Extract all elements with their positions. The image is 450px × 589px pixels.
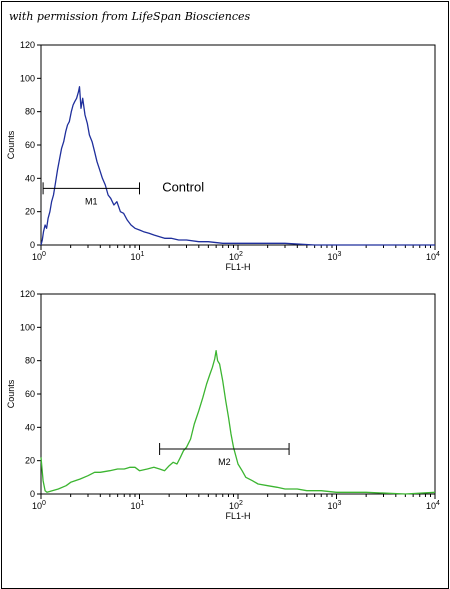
x-tick-label: 102 — [229, 251, 243, 262]
x-tick-label: 102 — [229, 500, 243, 511]
x-tick-exponent: 0 — [42, 500, 46, 507]
y-tick-label: 20 — [25, 456, 35, 466]
x-tick-exponent: 4 — [436, 500, 440, 507]
x-tick-label: 100 — [32, 500, 46, 511]
marker-gate: M2 — [159, 443, 290, 467]
x-tick-exponent: 3 — [338, 500, 342, 507]
x-tick-base: 10 — [229, 501, 239, 511]
x-tick-label: 101 — [131, 251, 145, 262]
x-axis-title: FL1-H — [225, 511, 250, 521]
plot-frame — [40, 44, 436, 246]
histogram-line-1 — [40, 350, 436, 495]
marker-label: M2 — [218, 457, 231, 467]
x-tick-base: 10 — [328, 501, 338, 511]
x-tick-base: 10 — [32, 252, 42, 262]
x-tick-base: 10 — [426, 252, 436, 262]
marker-label: M1 — [85, 196, 98, 206]
y-tick-label: 80 — [25, 356, 35, 366]
histogram-line-1 — [40, 86, 435, 246]
x-tick-base: 10 — [131, 501, 141, 511]
y-tick-label: 60 — [25, 140, 35, 150]
x-tick-label: 100 — [32, 251, 46, 262]
x-tick-label: 104 — [426, 500, 440, 511]
x-tick-base: 10 — [229, 252, 239, 262]
marker-gate: M1 — [42, 182, 140, 206]
x-tick-label: 103 — [328, 251, 342, 262]
x-tick-base: 10 — [32, 501, 42, 511]
x-tick-exponent: 2 — [239, 500, 243, 507]
y-tick-label: 40 — [25, 173, 35, 183]
annotation-label: Control — [162, 180, 204, 195]
y-tick-label: 120 — [20, 40, 35, 50]
y-axis-title: Counts — [6, 379, 16, 408]
y-axis-title: Counts — [6, 130, 16, 159]
x-tick-label: 103 — [328, 500, 342, 511]
x-tick-exponent: 1 — [141, 500, 145, 507]
y-tick-label: 100 — [20, 73, 35, 83]
y-tick-label: 120 — [20, 289, 35, 299]
y-tick-label: 0 — [30, 240, 35, 250]
x-axis-title: FL1-H — [225, 262, 250, 272]
x-tick-exponent: 4 — [436, 251, 440, 258]
permission-credit: with permission from LifeSpan Bioscience… — [9, 10, 251, 23]
y-tick-label: 40 — [25, 422, 35, 432]
x-tick-exponent: 3 — [338, 251, 342, 258]
x-tick-label: 104 — [426, 251, 440, 262]
y-tick-label: 0 — [30, 489, 35, 499]
x-tick-label: 101 — [131, 500, 145, 511]
x-tick-exponent: 1 — [141, 251, 145, 258]
x-tick-exponent: 0 — [42, 251, 46, 258]
y-tick-label: 80 — [25, 107, 35, 117]
y-tick-label: 20 — [25, 207, 35, 217]
x-tick-base: 10 — [328, 252, 338, 262]
x-tick-base: 10 — [131, 252, 141, 262]
x-tick-exponent: 2 — [239, 251, 243, 258]
y-tick-label: 60 — [25, 389, 35, 399]
y-tick-label: 100 — [20, 322, 35, 332]
x-tick-base: 10 — [426, 501, 436, 511]
